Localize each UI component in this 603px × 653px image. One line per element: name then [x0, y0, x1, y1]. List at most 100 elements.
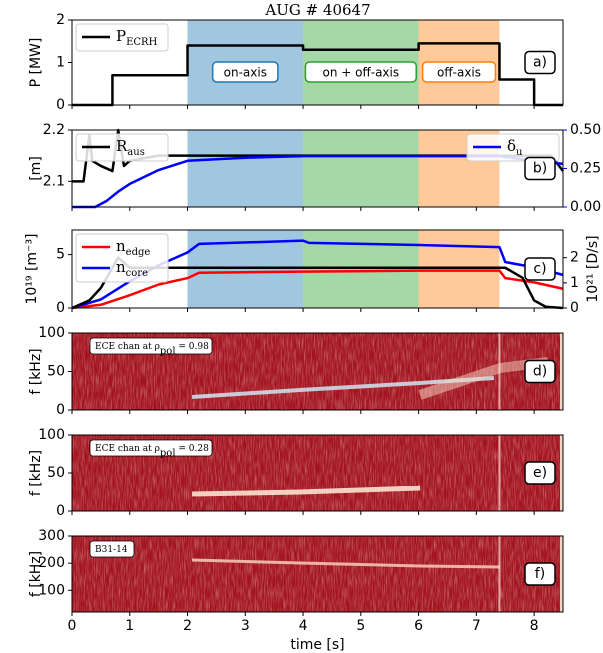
- x-tick-label: 3: [241, 618, 250, 634]
- annotation-sub: pol: [160, 448, 176, 459]
- y-tick-label: 0: [56, 300, 65, 316]
- y2-tick-label: 1: [570, 275, 579, 291]
- panel-label: e): [533, 465, 547, 481]
- legend-label-part: P: [116, 27, 126, 45]
- plot-frame: [71, 229, 564, 309]
- annotation-box: [89, 540, 135, 558]
- x-tick-label: 8: [530, 618, 539, 634]
- legend-label-part: n: [116, 237, 126, 255]
- y2-tick-label: 2: [570, 250, 579, 266]
- x-tick-label: 7: [472, 618, 481, 634]
- y-axis-label: P [MW]: [28, 38, 44, 88]
- legend-box: [466, 133, 560, 162]
- legend-label-sub: ECRH: [126, 37, 157, 48]
- y-axis-label: f [kHz]: [28, 551, 44, 597]
- series-line: [72, 42, 563, 107]
- panel-label-box: [524, 359, 556, 384]
- panel-label-box: [524, 562, 556, 586]
- chart-title: AUG # 40647: [264, 1, 370, 19]
- y2-axis-label: 10²¹ [D/s]: [585, 235, 601, 302]
- y-tick-label: 0: [56, 503, 65, 519]
- legend-label-sub: u: [516, 147, 523, 158]
- x-tick-label: 0: [68, 618, 77, 634]
- panel-label-box: [524, 461, 556, 485]
- legend-box: [75, 23, 169, 52]
- panel-label: c): [533, 261, 546, 277]
- series-line: [71, 256, 564, 310]
- y-axis-label: [m]: [28, 156, 44, 181]
- x-tick-label: 2: [183, 618, 192, 634]
- y-tick-label: 0: [56, 402, 65, 418]
- y-axis-label: f [kHz]: [28, 450, 44, 496]
- series-line: [71, 269, 564, 310]
- y2-tick-label: 0: [570, 300, 579, 316]
- plot-frame: [71, 535, 564, 613]
- annotation-part: ECE chan at ρ: [95, 342, 160, 352]
- legend-label-sub: core: [126, 268, 148, 279]
- y2-tick-label: 0.00: [570, 199, 601, 215]
- y-tick-label: 5: [56, 247, 65, 263]
- panel-label: d): [533, 364, 547, 380]
- legend-label-sub: aus: [127, 147, 145, 158]
- y-tick-label: 100: [38, 325, 65, 341]
- panel-label: f): [535, 566, 545, 582]
- region-label-box: [421, 61, 497, 83]
- x-axis-label: time [s]: [290, 637, 344, 653]
- region-label: off-axis: [437, 66, 481, 80]
- legend-label: Raus: [116, 137, 145, 158]
- annotation-box: [89, 439, 213, 457]
- region: [303, 130, 419, 207]
- legend-label-part: R: [116, 137, 128, 155]
- annotation: ECE chan at ρpol = 0.98: [95, 342, 209, 358]
- x-tick-label: 1: [125, 618, 134, 634]
- legend-label-sub: edge: [126, 247, 151, 258]
- panel-label: b): [533, 161, 547, 177]
- mode-trace: [191, 485, 421, 497]
- annotation: B31-14: [95, 545, 128, 555]
- legend-label: δu: [507, 137, 523, 158]
- region: [418, 230, 500, 308]
- region-label-box: [211, 61, 279, 83]
- annotation: ECE chan at ρpol = 0.28: [95, 444, 209, 460]
- y-tick-label: 300: [38, 528, 65, 544]
- region-label: on + off-axis: [323, 66, 400, 80]
- x-tick-label: 4: [299, 618, 308, 634]
- spectrogram-edge: [560, 333, 563, 410]
- y-tick-label: 2.2: [43, 122, 65, 138]
- y-tick-label: 100: [38, 582, 65, 598]
- y-tick-label: 2.1: [43, 173, 65, 189]
- y-tick-label: 1: [56, 55, 65, 71]
- region: [187, 130, 304, 207]
- y-tick-label: 100: [38, 427, 65, 443]
- annotation-part: B31-14: [95, 545, 128, 555]
- legend-box: [75, 133, 169, 162]
- x-tick-label: 5: [356, 618, 365, 634]
- region-label: on-axis: [224, 66, 267, 80]
- spectrogram-edge: [560, 435, 563, 511]
- legend-label-part: n: [116, 258, 126, 276]
- annotation-part: = 0.28: [176, 444, 210, 454]
- panel-label: a): [533, 55, 547, 71]
- x-tick-label: 6: [414, 618, 423, 634]
- y-axis-label: f [kHz]: [28, 348, 44, 394]
- y2-tick-label: 0.50: [570, 122, 601, 138]
- y-axis-label: 10¹⁹ [m⁻³]: [24, 233, 40, 304]
- legend-label: ncore: [116, 258, 148, 279]
- y-tick-label: 2: [56, 12, 65, 28]
- spectrogram-edge: [560, 536, 563, 612]
- y-tick-label: 50: [47, 364, 65, 380]
- legend-label: PECRH: [116, 27, 158, 48]
- region: [303, 230, 419, 308]
- region-label-box: [304, 61, 417, 83]
- annotation-sub: pol: [160, 346, 176, 357]
- mode-trace: [191, 558, 501, 569]
- y2-tick-label: 0.25: [570, 161, 601, 177]
- legend-label: nedge: [116, 237, 150, 258]
- spectrogram-noise: [72, 536, 563, 612]
- annotation-part: ECE chan at ρ: [95, 444, 160, 454]
- panel-label-box: [524, 50, 556, 75]
- annotation-box: [89, 337, 213, 355]
- y-tick-label: 0: [56, 97, 65, 113]
